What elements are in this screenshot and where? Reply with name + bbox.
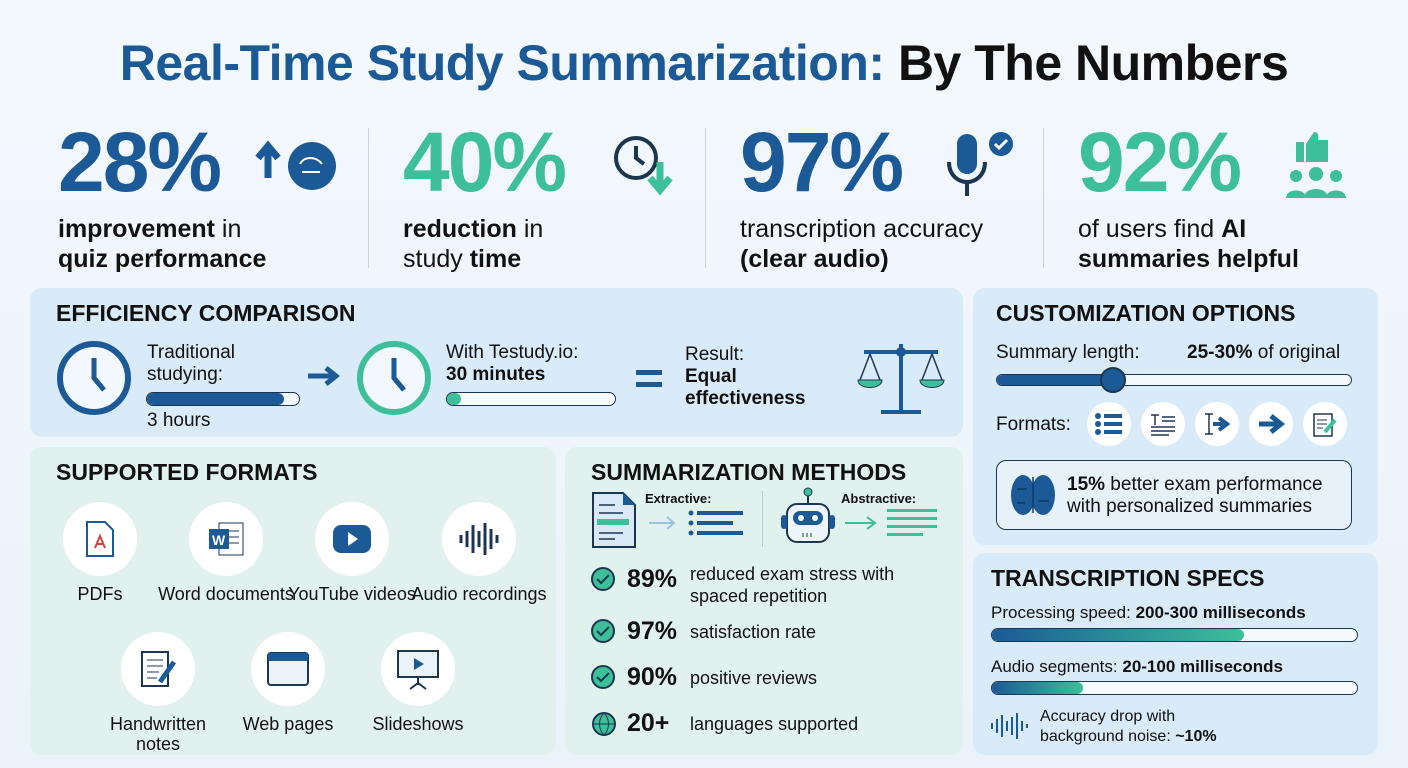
abstractive-arrow-lines-icon — [845, 509, 937, 536]
section-heading: CUSTOMIZATION OPTIONS — [996, 300, 1296, 326]
summary-length-slider[interactable] — [996, 374, 1352, 386]
svg-text:W: W — [212, 532, 226, 548]
bullet-list-icon[interactable] — [1087, 402, 1131, 446]
divider — [368, 128, 369, 268]
section-heading: SUMMARIZATION METHODS — [591, 459, 907, 485]
arrow-right-icon — [308, 366, 341, 386]
document-icon — [592, 492, 636, 548]
callout-box: 15% better exam performance with persona… — [996, 460, 1352, 530]
format-label: Slideshows — [372, 714, 464, 734]
transcription-specs-panel: TRANSCRIPTION SPECS Processing speed: 20… — [973, 553, 1378, 755]
slider-handle[interactable] — [1100, 367, 1127, 393]
presentation-icon[interactable] — [381, 632, 455, 706]
text-paragraph-icon[interactable] — [1141, 402, 1185, 446]
format-label: Handwritten notes — [109, 714, 207, 754]
noise-wave-icon — [991, 713, 1028, 739]
divider — [705, 128, 706, 268]
section-heading: SUPPORTED FORMATS — [56, 459, 318, 485]
stat-helpful: 92% of users find AI summaries helpful — [1078, 115, 1299, 273]
format-label: Audio recordings — [411, 584, 547, 604]
globe-icon — [591, 711, 617, 742]
stat-quiz: 28% improvement in quiz performance — [58, 115, 267, 273]
testudy-bar — [446, 392, 616, 406]
format-label: PDFs — [77, 584, 123, 604]
word-icon[interactable]: W — [189, 502, 263, 576]
youtube-icon[interactable] — [315, 502, 389, 576]
audio-segments-bar — [991, 681, 1358, 695]
format-label: Web pages — [242, 714, 334, 734]
equals-icon — [636, 370, 662, 387]
check-icon — [591, 567, 615, 591]
efficiency-panel: EFFICIENCY COMPARISON Traditional studyi… — [30, 288, 963, 437]
browser-icon[interactable] — [251, 632, 325, 706]
format-label: YouTube videos — [288, 584, 416, 604]
clock-icon — [57, 341, 131, 415]
stat-time: 40% reduction in study time — [403, 115, 567, 273]
thumbs-up-users-icon — [1286, 132, 1346, 198]
clock-down-arrow-icon — [614, 136, 673, 196]
pdf-icon[interactable] — [63, 502, 137, 576]
page-title: Real-Time Study Summarization: By The Nu… — [119, 35, 1289, 91]
clock-icon — [357, 341, 431, 415]
supported-formats-panel: SUPPORTED FORMATS PDFs W Word documents Y… — [30, 447, 556, 755]
divider — [1043, 128, 1044, 268]
microphone-check-icon — [947, 132, 1013, 196]
text-cursor-arrow-icon[interactable] — [1195, 402, 1239, 446]
format-label: Word documents — [158, 584, 294, 604]
check-icon — [591, 665, 615, 689]
processing-speed-bar — [991, 628, 1358, 642]
stat-accuracy: 97% transcription accuracy (clear audio) — [740, 115, 984, 273]
section-heading: TRANSCRIPTION SPECS — [991, 565, 1265, 591]
customization-panel: CUSTOMIZATION OPTIONS Summary length: 25… — [973, 288, 1378, 545]
traditional-bar — [146, 392, 300, 406]
arrow-up-brain-icon — [255, 140, 336, 190]
notes-edit-icon[interactable] — [1303, 402, 1347, 446]
summarization-methods-panel: SUMMARIZATION METHODS Extractive: Abstra… — [565, 447, 963, 755]
check-icon — [591, 619, 615, 643]
extractive-arrow-list-icon — [649, 510, 743, 536]
brain-icon — [1011, 475, 1055, 515]
balance-scale-icon — [857, 344, 945, 414]
section-heading: EFFICIENCY COMPARISON — [56, 300, 356, 326]
arrow-right-icon[interactable] — [1249, 402, 1293, 446]
audio-wave-icon[interactable] — [442, 502, 516, 576]
robot-icon — [781, 487, 835, 543]
notepad-pen-icon[interactable] — [121, 632, 195, 706]
divider — [762, 491, 763, 547]
